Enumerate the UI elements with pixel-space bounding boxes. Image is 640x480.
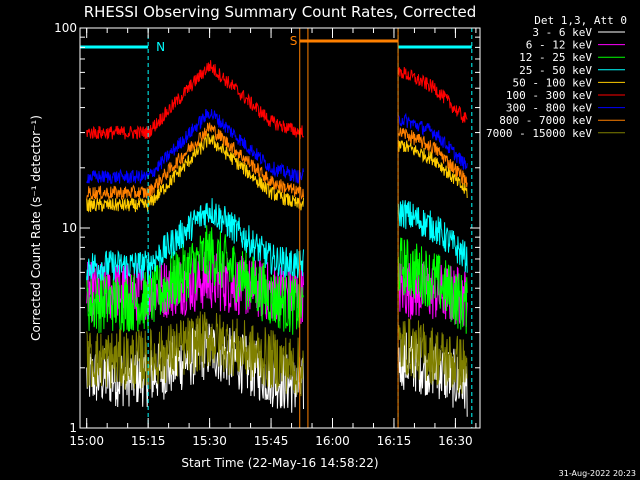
- y-axis-label: Corrected Count Rate (s⁻¹ detector⁻¹): [29, 115, 43, 341]
- series-6-line: [86, 109, 468, 185]
- legend-entry-0: 3 - 6 keV: [532, 26, 592, 39]
- x-tick-label-4: 16:00: [315, 434, 350, 448]
- chart-title: RHESSI Observing Summary Count Rates, Co…: [84, 3, 477, 21]
- series-5-line: [86, 60, 468, 140]
- x-tick-label-5: 16:15: [377, 434, 412, 448]
- legend-entry-1: 6 - 12 keV: [526, 39, 593, 52]
- series-6: [86, 109, 468, 185]
- plot-area: N S 1 10 100 15:00 15:15 15:30 15:45 16:00 16:15 16…: [54, 21, 481, 448]
- flag-N-label: N: [156, 40, 165, 54]
- x-tick-label-2: 15:30: [192, 434, 227, 448]
- series-2: [86, 225, 468, 335]
- legend-entry-5: 100 - 300 keV: [506, 89, 592, 102]
- series-7-line: [86, 122, 468, 201]
- legend-entry-4: 50 - 100 keV: [513, 76, 593, 89]
- flag-S-label: S: [290, 34, 298, 48]
- y-tick-label-0: 1: [69, 421, 77, 435]
- series-2-line: [86, 225, 468, 335]
- y-tick-label-2: 100: [54, 21, 77, 35]
- series-7: [86, 122, 468, 201]
- x-tick-label-0: 15:00: [69, 434, 104, 448]
- series-8-line: [86, 311, 468, 397]
- x-tick-label-3: 15:45: [254, 434, 289, 448]
- x-tick-label-6: 16:30: [438, 434, 473, 448]
- series-3: [86, 198, 468, 282]
- x-axis-label: Start Time (22-May-16 14:58:22): [181, 456, 378, 470]
- x-tick-label-1: 15:15: [131, 434, 166, 448]
- legend-entry-2: 12 - 25 keV: [519, 51, 592, 64]
- legend-entry-7: 800 - 7000 keV: [499, 114, 592, 127]
- footer-date: 31-Aug-2022 20:23: [559, 469, 636, 478]
- series-5: [86, 60, 468, 140]
- legend-entry-6: 300 - 800 keV: [506, 102, 592, 115]
- y-tick-label-1: 10: [62, 221, 77, 235]
- series-4-line: [86, 132, 468, 213]
- series-3-line: [86, 198, 468, 282]
- legend-title: Det 1,3, Att 0: [534, 14, 627, 27]
- legend-entry-8: 7000 - 15000 keV: [486, 127, 592, 140]
- legend-entry-3: 25 - 50 keV: [519, 64, 592, 77]
- series-8: [86, 311, 468, 397]
- series-4: [86, 132, 468, 213]
